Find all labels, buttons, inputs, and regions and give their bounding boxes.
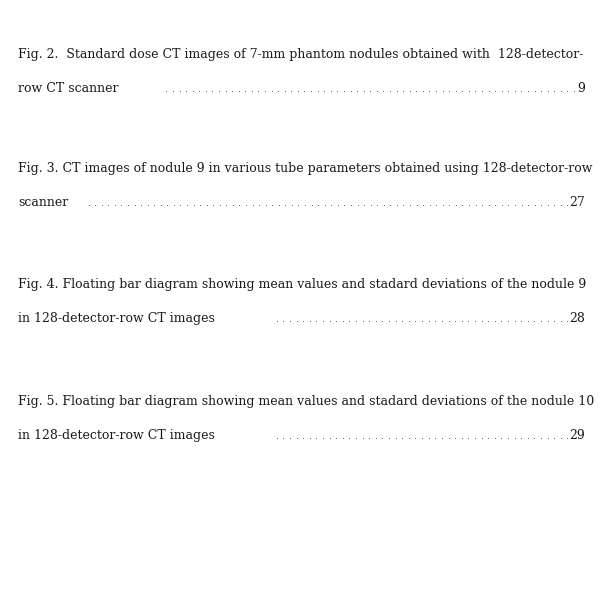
Text: scanner: scanner xyxy=(18,196,68,209)
Text: row CT scanner: row CT scanner xyxy=(18,82,118,95)
Text: 29: 29 xyxy=(569,429,585,442)
Text: in 128-detector-row CT images: in 128-detector-row CT images xyxy=(18,312,215,325)
Text: 28: 28 xyxy=(569,312,585,325)
Text: Fig. 3. CT images of nodule 9 in various tube parameters obtained using 128-dete: Fig. 3. CT images of nodule 9 in various… xyxy=(18,162,593,175)
Text: 9: 9 xyxy=(577,82,585,95)
Text: Fig. 4. Floating bar diagram showing mean values and stadard deviations of the n: Fig. 4. Floating bar diagram showing mea… xyxy=(18,278,586,291)
Text: 27: 27 xyxy=(569,196,585,209)
Text: in 128-detector-row CT images: in 128-detector-row CT images xyxy=(18,429,215,442)
Text: Fig. 2.  Standard dose CT images of 7-mm phantom nodules obtained with  128-dete: Fig. 2. Standard dose CT images of 7-mm … xyxy=(18,48,584,61)
Text: Fig. 5. Floating bar diagram showing mean values and stadard deviations of the n: Fig. 5. Floating bar diagram showing mea… xyxy=(18,395,594,408)
